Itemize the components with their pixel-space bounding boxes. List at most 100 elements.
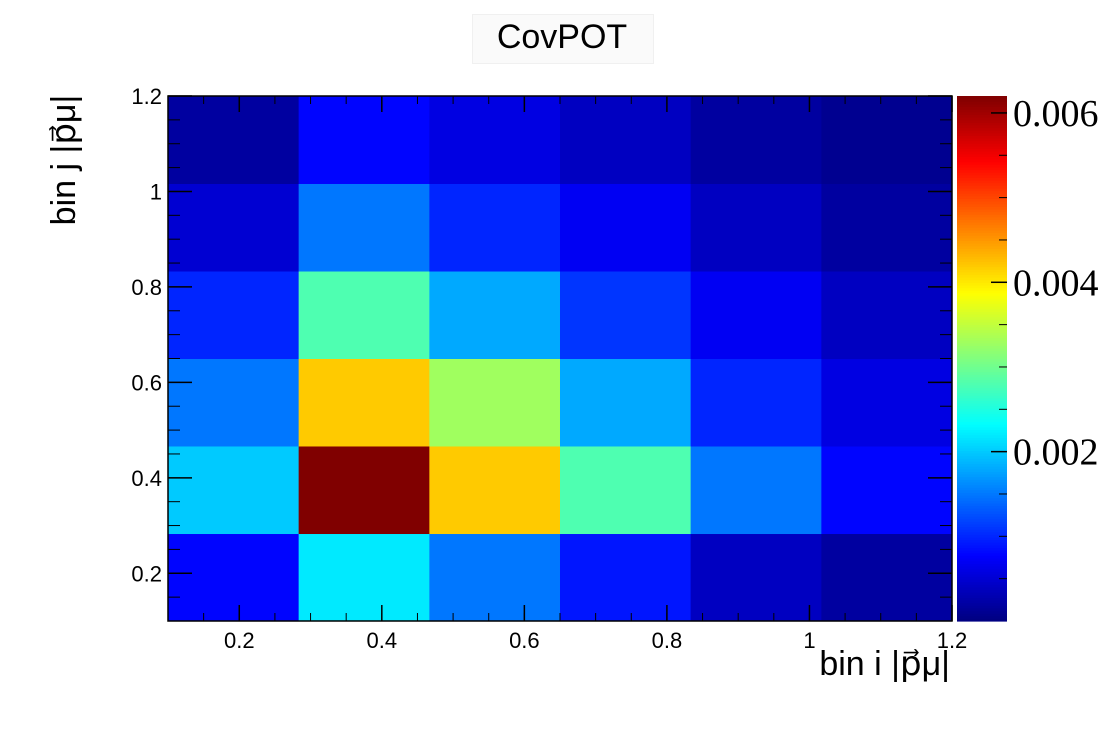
y-tick-label: 0.6 — [131, 370, 162, 395]
color-scale-band — [957, 405, 1007, 409]
color-scale-band — [957, 560, 1007, 564]
color-scale-band — [957, 111, 1007, 115]
color-scale-band — [957, 502, 1007, 507]
heatmap-cell — [168, 358, 300, 447]
color-scale-band — [957, 287, 1007, 291]
color-scale-band — [957, 177, 1007, 181]
color-scale-band — [957, 363, 1007, 367]
y-tick-label: 0.4 — [131, 466, 162, 491]
color-scale-band — [957, 395, 1007, 399]
color-scale-band — [957, 161, 1007, 165]
color-scale-band — [957, 138, 1007, 142]
heatmap-cell — [690, 183, 822, 272]
color-scale-band — [957, 222, 1007, 226]
heatmap-cell — [168, 96, 300, 184]
color-scale-band — [957, 119, 1007, 123]
color-scale-band — [957, 266, 1007, 270]
heatmap-cell — [560, 96, 692, 184]
color-scale-band — [957, 256, 1007, 260]
heatmap-cell — [429, 183, 561, 272]
x-tick-label: 0.8 — [652, 628, 683, 653]
color-scale-band — [957, 594, 1007, 598]
color-scale-band — [957, 243, 1007, 247]
color-scale-band — [957, 321, 1007, 325]
color-scale-band — [957, 164, 1007, 168]
color-scale-band — [957, 613, 1007, 617]
heatmap-cell — [690, 533, 822, 622]
color-scale-band — [957, 300, 1007, 304]
color-scale-band — [957, 455, 1007, 459]
color-scale-band — [957, 122, 1007, 126]
color-scale-band — [957, 453, 1007, 457]
color-scale-band — [957, 366, 1007, 370]
y-tick-label: 1.2 — [131, 84, 162, 109]
color-scale-band — [957, 124, 1007, 129]
color-scale-band — [957, 96, 1007, 100]
color-scale-band — [957, 290, 1007, 294]
color-scale-band — [957, 355, 1007, 360]
color-scale-band — [957, 316, 1007, 320]
color-scale-band — [957, 481, 1007, 486]
color-scale-band — [957, 615, 1007, 619]
heatmap-cell — [298, 533, 430, 622]
color-scale-band — [957, 169, 1007, 173]
heatmap-cell — [821, 358, 953, 447]
color-scale-band — [957, 392, 1007, 396]
color-scale-band — [957, 537, 1007, 541]
color-scale-band — [957, 437, 1007, 441]
heatmap-cell — [298, 183, 430, 272]
color-scale-band — [957, 193, 1007, 197]
color-scale-band — [957, 531, 1007, 535]
color-scale-band — [957, 227, 1007, 231]
color-scale-band — [957, 109, 1007, 113]
color-scale-band — [957, 279, 1007, 283]
heatmap-cell — [560, 271, 692, 359]
color-scale-band — [957, 400, 1007, 404]
color-scale-band — [957, 206, 1007, 210]
color-scale-band — [957, 208, 1007, 213]
heatmap-cell — [429, 271, 561, 359]
x-tick-label: 1 — [803, 628, 815, 653]
heatmap-cell — [168, 445, 300, 535]
color-scale-band — [957, 332, 1007, 336]
color-scale-tick-label: 0.006 — [1013, 93, 1099, 135]
color-scale-band — [957, 306, 1007, 310]
color-scale-band — [957, 547, 1007, 551]
color-scale-band — [957, 174, 1007, 178]
color-scale-band — [957, 600, 1007, 604]
color-scale-band — [957, 214, 1007, 218]
color-scale-band — [957, 229, 1007, 234]
color-scale-band — [957, 374, 1007, 378]
color-scale-band — [957, 143, 1007, 147]
color-scale-band — [957, 447, 1007, 451]
color-scale-band — [957, 442, 1007, 446]
color-scale-band — [957, 135, 1007, 139]
color-scale-band — [957, 313, 1007, 318]
color-scale-band — [957, 534, 1007, 538]
y-tick-label: 1 — [150, 179, 162, 204]
color-scale-band — [957, 130, 1007, 134]
color-scale-band — [957, 153, 1007, 157]
color-scale-band — [957, 190, 1007, 194]
color-scale-band — [957, 500, 1007, 504]
heatmap-cell — [429, 445, 561, 535]
color-scale-band — [957, 489, 1007, 493]
color-scale-band — [957, 182, 1007, 186]
color-scale-band — [957, 418, 1007, 423]
color-scale-band — [957, 285, 1007, 289]
color-scale-band — [957, 248, 1007, 252]
y-axis-ticks: 0.2 0.4 0.6 0.8 1 1.2 — [131, 84, 952, 598]
color-scale-band — [957, 106, 1007, 110]
color-scale-band — [957, 424, 1007, 428]
color-scale-band — [957, 159, 1007, 163]
color-scale-band — [957, 371, 1007, 375]
heatmap-cell — [560, 358, 692, 447]
color-scale-band — [957, 384, 1007, 388]
heatmap-cell — [560, 445, 692, 535]
heatmap-cell — [429, 533, 561, 622]
color-scale-band — [957, 610, 1007, 614]
color-scale-band — [957, 429, 1007, 433]
color-scale-band — [957, 476, 1007, 480]
heatmap-cell — [821, 445, 953, 535]
color-scale-band — [957, 253, 1007, 257]
